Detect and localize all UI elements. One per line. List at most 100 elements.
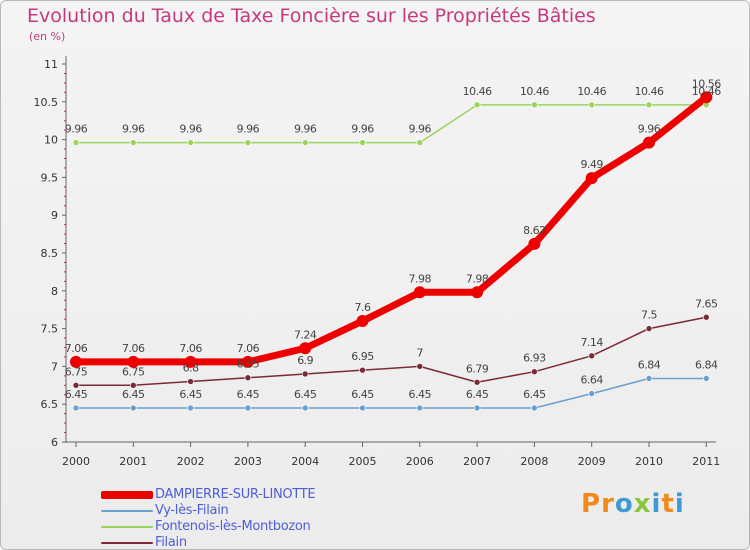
series-line-2 <box>75 104 708 144</box>
data-point <box>72 381 80 389</box>
logo-letter: P <box>581 489 602 519</box>
data-label: 6.84 <box>695 358 718 371</box>
x-tick-label: 2011 <box>692 455 720 468</box>
logo-letter: i <box>674 489 685 519</box>
y-tick-label: 9 <box>51 209 58 222</box>
data-point <box>645 375 653 382</box>
data-point <box>645 325 653 332</box>
data-label: 6.45 <box>294 388 317 401</box>
data-label: 9.96 <box>179 123 202 136</box>
data-point <box>187 404 194 412</box>
logo-letter: o <box>614 489 634 519</box>
x-tick-label: 2008 <box>520 455 548 468</box>
data-label: 6.84 <box>638 358 661 371</box>
series-line-3 <box>75 316 708 387</box>
y-tick-label: 9.5 <box>41 171 59 184</box>
data-label: 8.62 <box>523 224 546 237</box>
legend-label: DAMPIERRE-SUR-LINOTTE <box>155 487 316 502</box>
data-point <box>130 404 137 412</box>
data-label: 6.45 <box>351 388 374 401</box>
legend-swatch <box>101 542 153 544</box>
data-point <box>700 91 713 104</box>
x-tick-label: 2005 <box>349 455 377 468</box>
data-label: 7.6 <box>355 301 371 314</box>
data-label: 6.64 <box>580 374 603 387</box>
series-points <box>70 91 713 412</box>
data-label: 10.46 <box>577 85 606 98</box>
unit-label: (en %) <box>29 30 66 43</box>
data-point <box>588 352 596 360</box>
axes: 6 6.5 7 7.5 8 8.5 9 9.5 10 10.5 11 2000 2001 2002 2003… <box>34 56 720 468</box>
data-point <box>301 139 309 146</box>
data-point <box>473 101 481 109</box>
legend-swatch <box>101 510 153 512</box>
series-line-0 <box>72 93 710 366</box>
x-tick-label: 2009 <box>578 455 606 468</box>
data-label: 7.65 <box>695 297 718 310</box>
data-point <box>301 404 309 412</box>
data-point <box>588 390 596 397</box>
data-label: 6.45 <box>237 388 260 401</box>
data-point <box>130 381 137 389</box>
proxiti-logo: Proxiti <box>581 489 685 519</box>
y-tick-label: 10.5 <box>34 96 59 109</box>
data-label: 7.06 <box>122 342 145 355</box>
data-label: 6.45 <box>122 388 145 401</box>
data-point <box>531 404 538 412</box>
data-label: 7.06 <box>237 342 260 355</box>
data-label: 7.98 <box>409 272 432 285</box>
data-label: 10.46 <box>692 85 721 98</box>
data-point <box>416 363 424 370</box>
data-point <box>241 355 254 368</box>
data-point <box>301 370 309 378</box>
data-label: 6.85 <box>237 358 260 371</box>
logo-letter: i <box>651 489 662 519</box>
y-tick-label: 8 <box>51 285 58 298</box>
data-point <box>413 286 426 299</box>
data-point <box>72 404 80 412</box>
data-point <box>187 139 194 146</box>
data-label: 7.14 <box>580 336 603 349</box>
data-label: 10.46 <box>520 85 549 98</box>
data-point <box>702 313 710 321</box>
legend-label: Fontenois-lès-Montbozon <box>155 519 311 534</box>
data-label: 6.45 <box>466 388 489 401</box>
data-point <box>702 375 710 382</box>
logo-letter: r <box>601 489 615 519</box>
y-tick-label: 7.5 <box>41 323 59 336</box>
legend-label: Vy-lès-Filain <box>155 503 229 518</box>
data-label: 7.98 <box>466 272 489 285</box>
logo-letter: x <box>633 489 652 519</box>
data-label: 9.96 <box>65 123 88 136</box>
data-point <box>359 404 366 412</box>
y-tick-label: 7 <box>51 360 58 373</box>
y-tick-label: 11 <box>44 58 58 71</box>
legend-swatch <box>101 491 153 499</box>
data-point <box>643 136 655 149</box>
data-label: 6.45 <box>523 388 546 401</box>
data-label: 7 <box>417 346 424 359</box>
data-point <box>244 374 252 382</box>
y-tick-label: 6.5 <box>41 398 59 411</box>
data-label: 10.46 <box>463 85 492 98</box>
data-label: 6.75 <box>122 365 145 378</box>
x-tick-label: 2010 <box>635 455 663 468</box>
data-label: 9.96 <box>351 123 374 136</box>
x-tick-label: 2003 <box>234 455 262 468</box>
y-tick-label: 6 <box>51 436 58 449</box>
data-label: 7.06 <box>65 342 88 355</box>
x-tick-label: 2006 <box>406 455 434 468</box>
data-label: 6.8 <box>183 362 199 375</box>
data-label: 6.93 <box>523 352 546 365</box>
data-label: 6.75 <box>65 365 88 378</box>
y-tick-label: 10 <box>44 134 58 147</box>
x-tick-label: 2000 <box>62 455 90 468</box>
legend-label: Filain <box>155 535 187 550</box>
data-label: 6.45 <box>179 388 202 401</box>
data-point <box>531 368 538 375</box>
data-point <box>130 139 137 146</box>
data-point <box>416 404 424 412</box>
data-label: 6.9 <box>297 354 313 367</box>
